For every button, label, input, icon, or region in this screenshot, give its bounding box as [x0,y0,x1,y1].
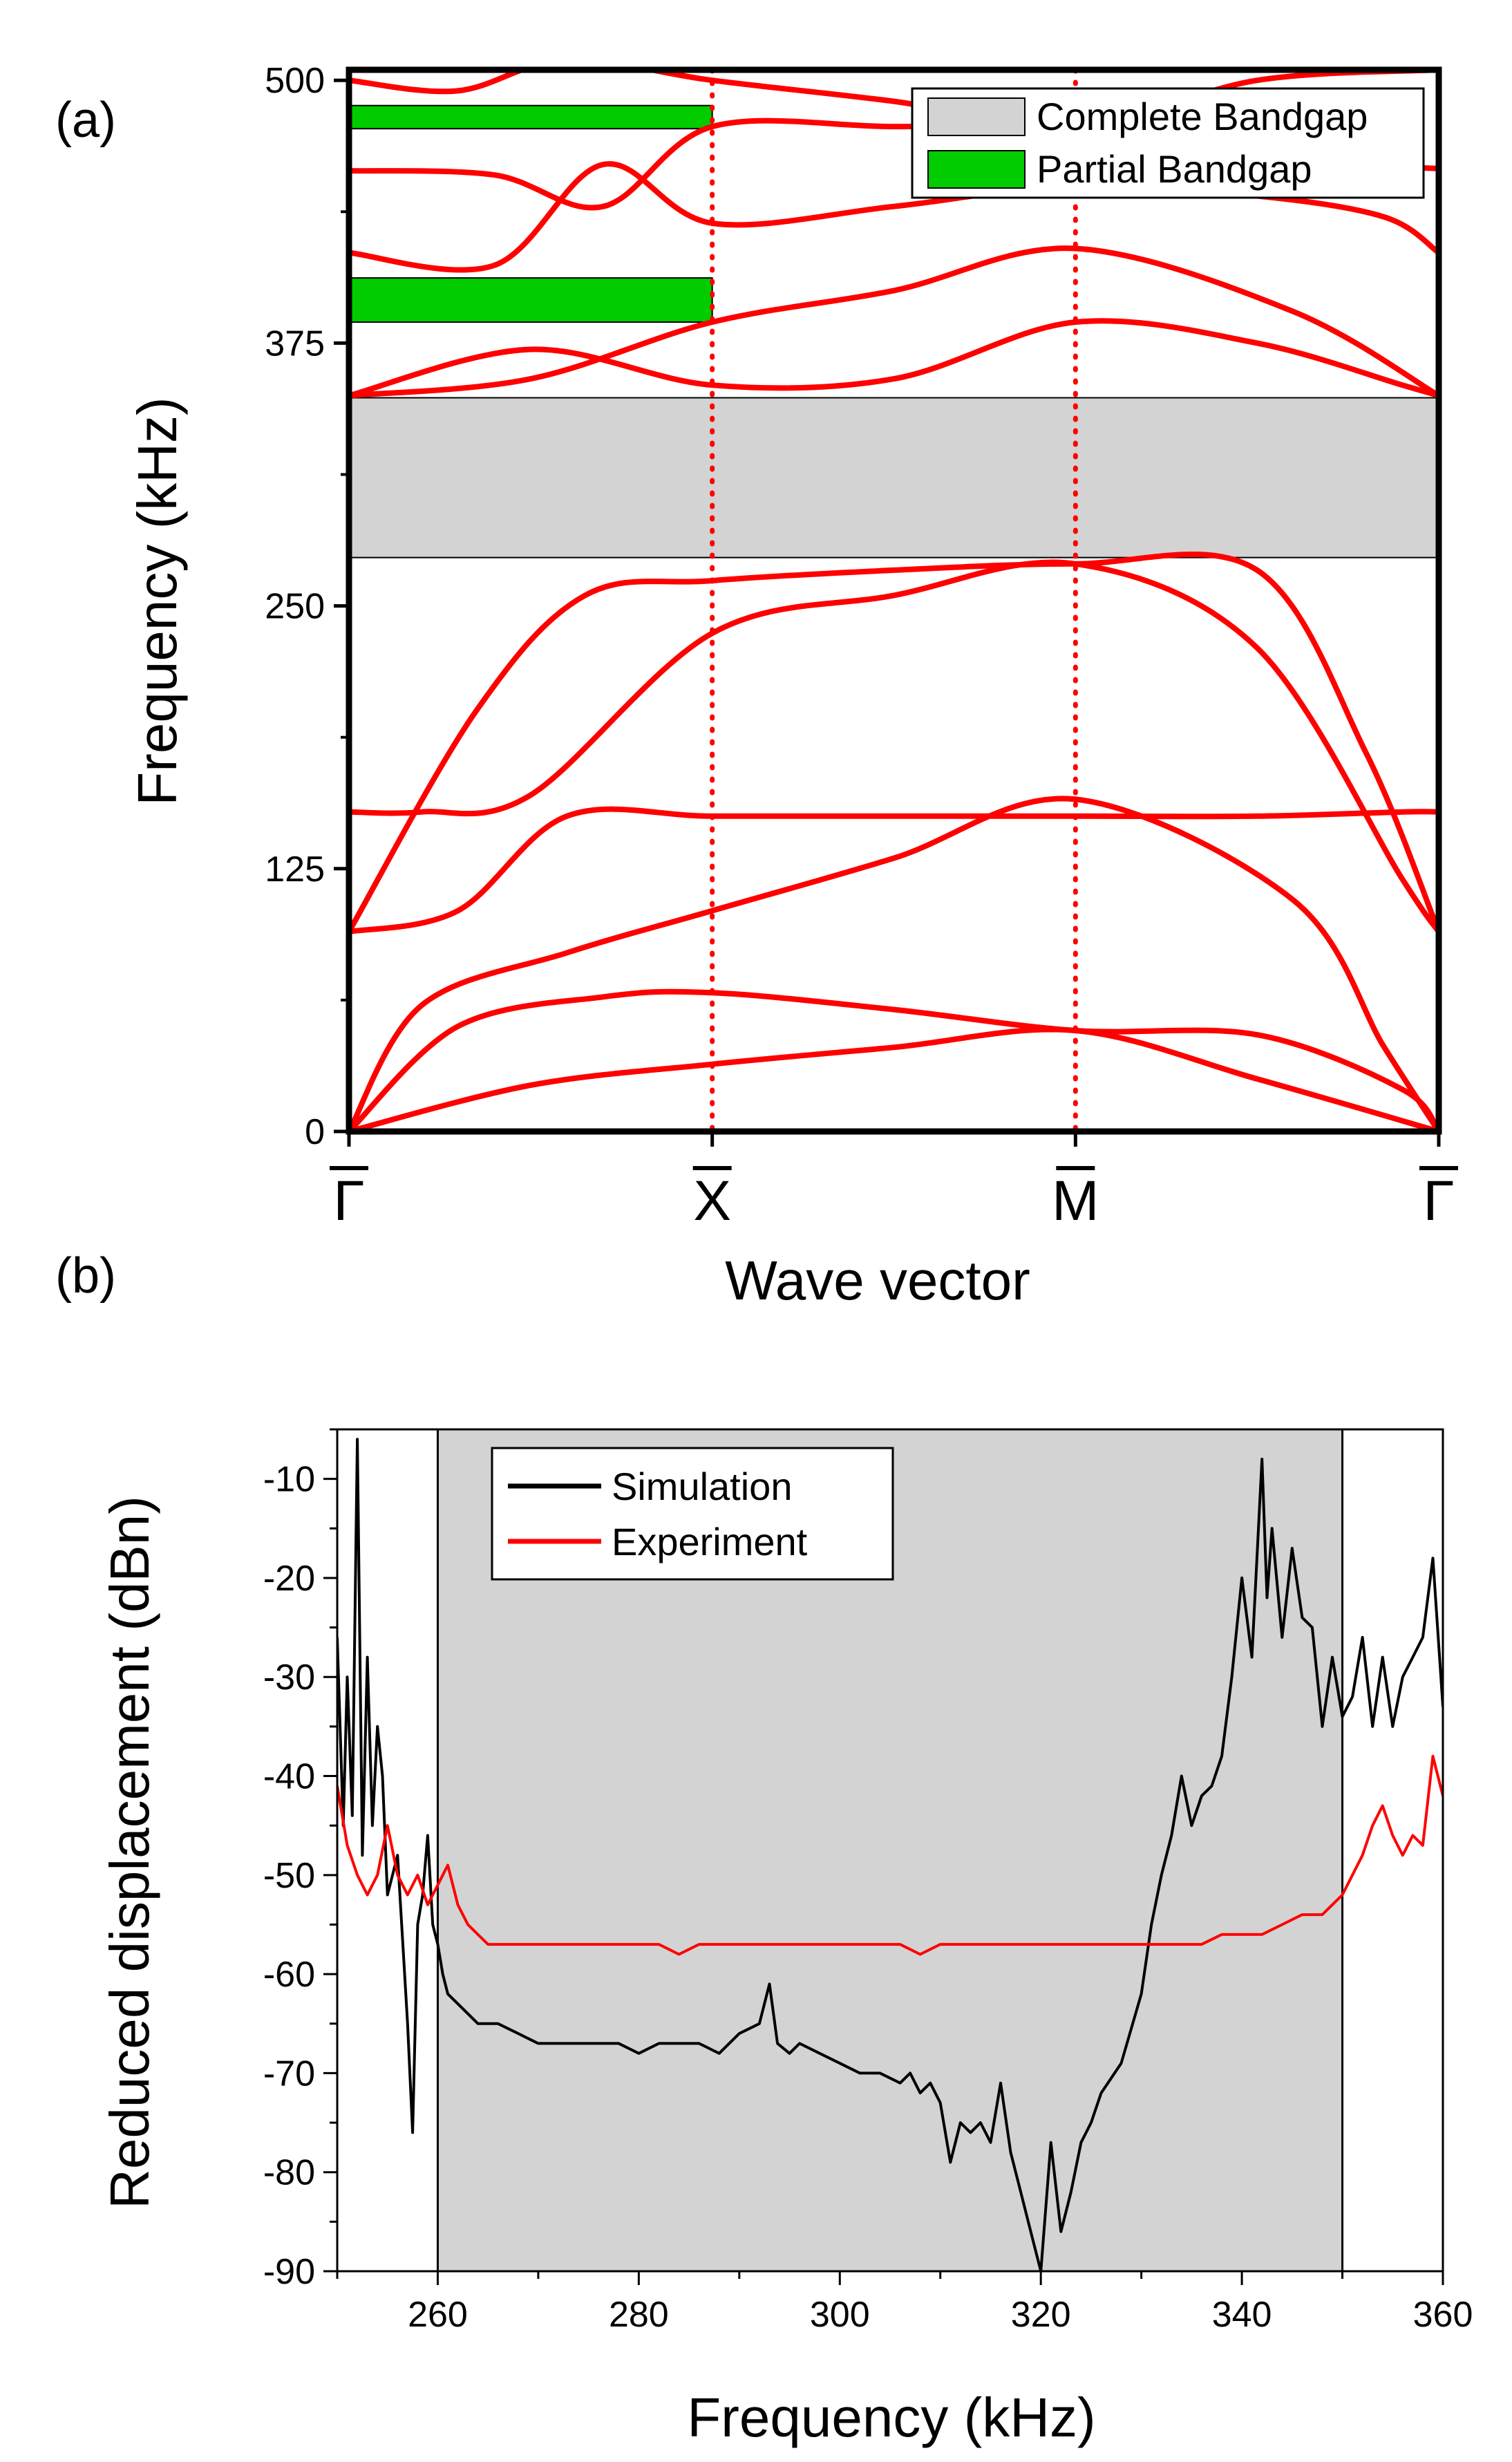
y-tick-label-a-375: 375 [265,323,325,364]
y-tick-label-b--90: -90 [263,2252,315,2292]
y-tick-label-b--20: -20 [263,1559,315,1599]
y-tick-label-b--50: -50 [263,1856,315,1896]
x-tick-label-b-340: 340 [1212,2295,1272,2335]
band-curve-band-3 [349,796,1439,1131]
y-axis-label-b: Reduced displacement (dBn) [99,1496,160,2209]
x-tick-label-b-280: 280 [609,2295,669,2335]
x-tick-label-b-320: 320 [1011,2295,1071,2335]
panel-b-label: (b) [55,1248,116,1304]
x-tick-label-a-1: X [693,1169,731,1232]
legend-label-partial-bandgap: Partial Bandgap [1037,147,1312,191]
x-tick-label-a-0: Γ [333,1169,364,1232]
y-axis-ticks-a: 0 125 250 375 500 [265,61,349,1152]
partial-bandgap-1 [348,277,713,323]
partial-bandgap-2 [348,104,713,130]
legend-b: Simulation Experiment [491,1447,894,1581]
legend-label-complete-bandgap: Complete Bandgap [1037,95,1368,138]
band-curve-band-4 [349,806,1439,934]
band-curves [349,70,1439,1131]
x-axis-label-b: Frequency (kHz) [687,2387,1095,2448]
series-line-simulation [337,1438,1443,2271]
x-tick-label-b-360: 360 [1413,2295,1473,2335]
x-axis-label-a: Wave vector [725,1250,1030,1311]
legend-label-experiment: Experiment [612,1520,808,1563]
y-tick-label-a-250: 250 [265,587,325,627]
band-structure-plot [348,67,1439,1134]
band-curve-band-2 [349,988,1439,1131]
displacement-curves [337,1438,1443,2271]
x-tick-label-a-2: M [1052,1169,1099,1232]
legend-a: Complete Bandgap Partial Bandgap [911,87,1425,199]
y-tick-label-b--10: -10 [263,1460,315,1500]
legend-label-simulation: Simulation [612,1465,792,1508]
legend-b-box [491,1447,894,1581]
y-tick-label-b--40: -40 [263,1757,315,1797]
x-tick-label-b-300: 300 [810,2295,870,2335]
plot-b-frame [336,1428,1444,2273]
band-curve-band-5 [349,559,1439,934]
x-tick-label-a-3: Γ [1423,1169,1454,1232]
y-tick-label-a-125: 125 [265,849,325,890]
y-tick-label-b--60: -60 [263,1955,315,1995]
band-curve-band-1 [349,1026,1439,1131]
y-tick-label-a-0: 0 [305,1112,325,1152]
y-tick-label-b--70: -70 [263,2054,315,2094]
band-curve-band-9 [349,161,1439,273]
y-tick-label-b--80: -80 [263,2153,315,2193]
band-curve-band-11 [349,70,1439,130]
band-curve-band-7 [349,318,1439,399]
band-curve-band-6 [349,552,1439,934]
y-axis-label-a: Frequency (kHz) [126,397,188,805]
x-tick-label-b-260: 260 [408,2295,468,2335]
x-axis-ticks-b: 260 280 300 320 340 360 [336,2271,1473,2335]
panel-a-label: (a) [55,93,116,148]
series-line-experiment [337,1754,1443,1956]
legend-swatch-partial-bandgap [927,150,1026,189]
band-curve-band-8 [349,245,1439,399]
plot-a-frame [346,66,1442,1135]
y-axis-ticks-b: -90 -80 -70 -60 -50 -40 -30 -20 -10 [263,1428,337,2292]
legend-swatch-complete-bandgap [927,97,1026,136]
y-tick-label-b--30: -30 [263,1657,315,1698]
y-tick-label-a-500: 500 [265,61,325,101]
complete-bandgap-region [348,397,1439,558]
